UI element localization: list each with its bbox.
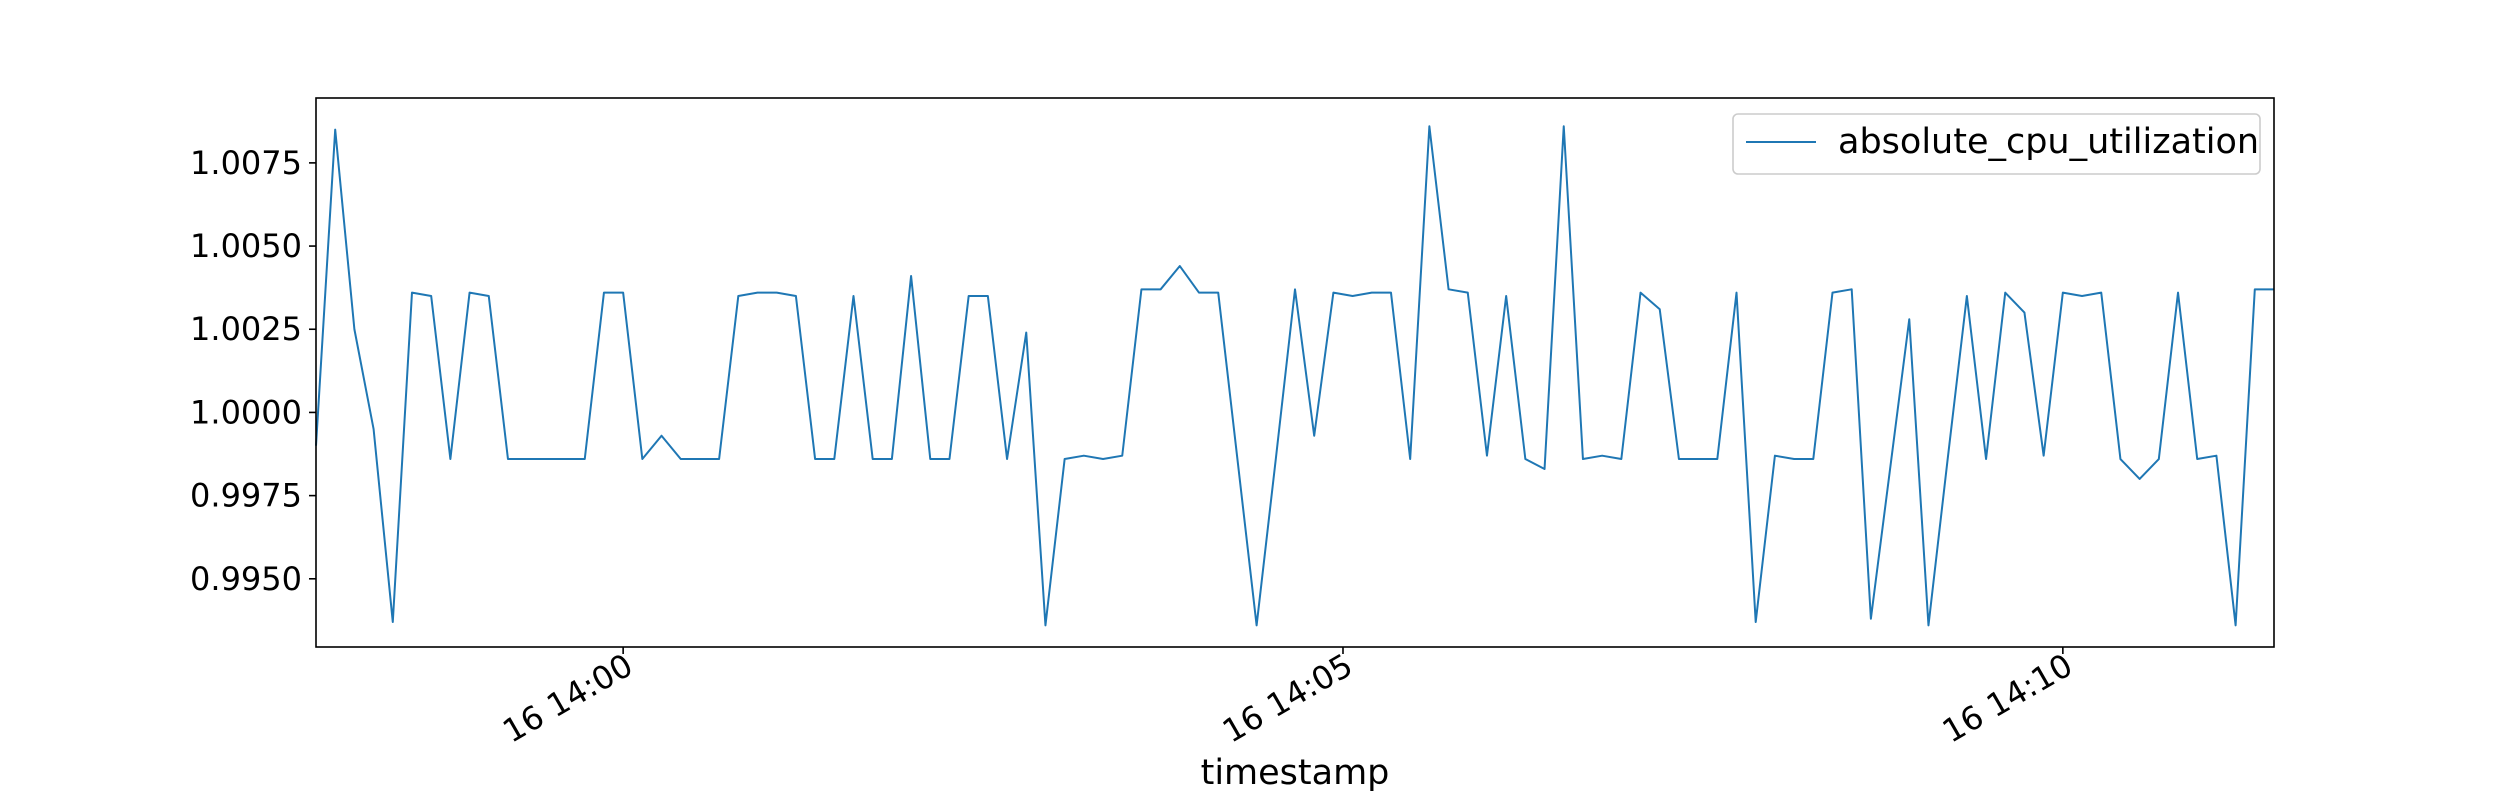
- legend-label: absolute_cpu_utilization: [1838, 122, 2259, 162]
- legend: absolute_cpu_utilization: [1732, 113, 2261, 175]
- series-line: [315, 125, 2274, 627]
- y-tick-label: 1.0025: [190, 310, 302, 348]
- y-tick-label: 1.0000: [190, 393, 302, 431]
- plot-frame: [315, 97, 2275, 648]
- y-tick-label: 0.9950: [190, 560, 302, 598]
- legend-box: [1732, 113, 2261, 175]
- x-axis-title: timestamp: [1201, 753, 1390, 793]
- y-axis: 0.9950 0.9975 1.0000 1.0025 1.0050 1.0075: [190, 144, 316, 598]
- y-tick-label: 1.0050: [190, 227, 302, 265]
- y-tick-label: 0.9975: [190, 477, 302, 515]
- plot-layer: [315, 125, 2274, 627]
- y-tick-label: 1.0075: [190, 144, 302, 182]
